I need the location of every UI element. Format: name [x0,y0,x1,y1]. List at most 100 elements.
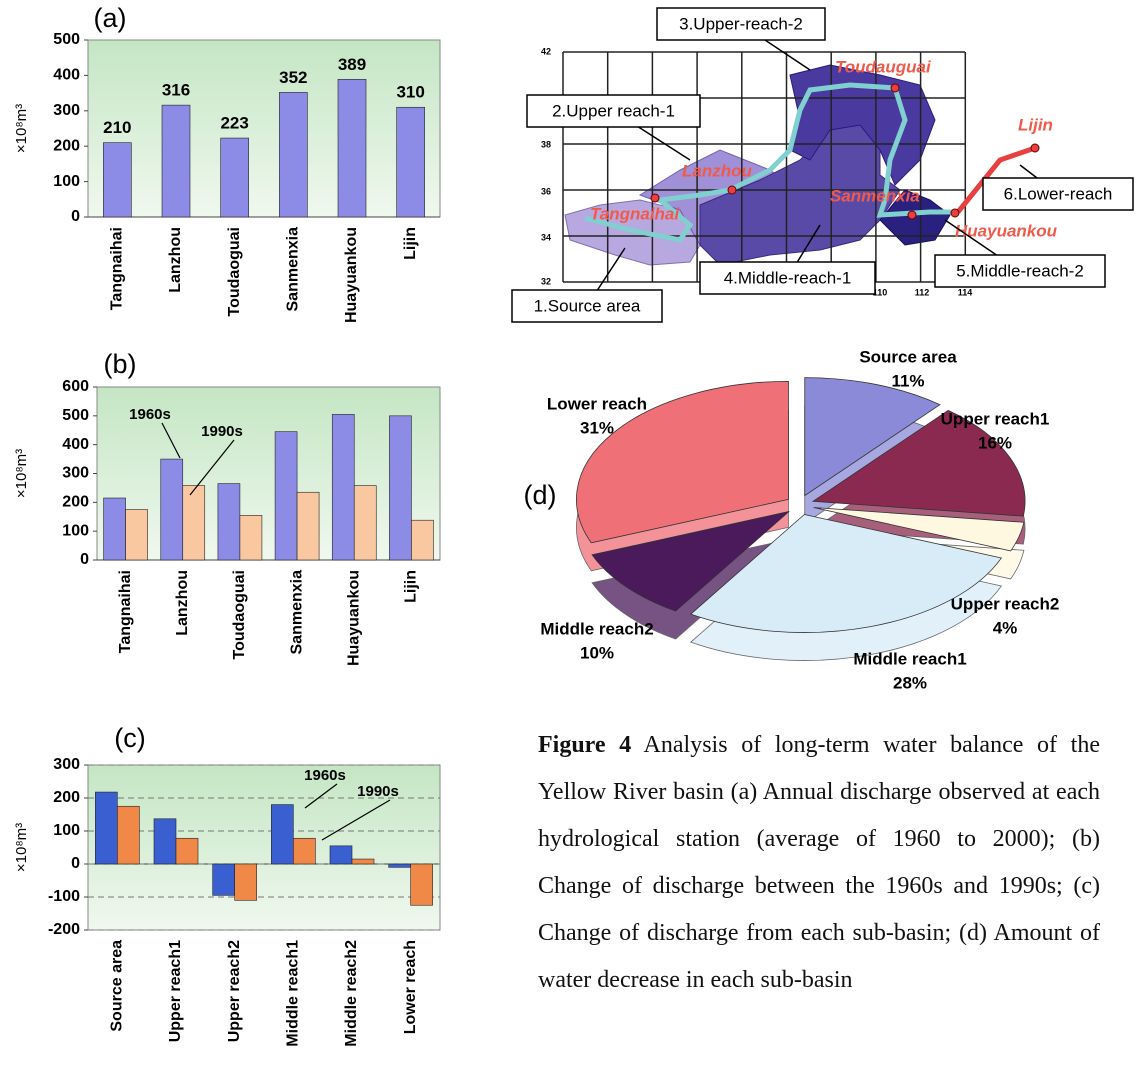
x-tick-label: Tangnaihai [117,570,134,653]
slice-value: 10% [580,643,614,662]
y-tick-label: 300 [62,465,89,482]
legend-label: 1960s [304,767,346,784]
y-tick-label: 100 [53,822,80,839]
bar [175,837,199,865]
bar [389,415,412,561]
station-label: Sanmenxia [830,186,920,205]
y-tick-label: 200 [53,137,80,154]
region-label: 2.Upper reach-1 [552,101,675,120]
x-tick-label: Lijin [402,227,419,260]
y-tick-label: 0 [71,855,80,872]
y-tick-label: 500 [53,31,80,48]
bar [125,509,148,561]
y-tick-label: -200 [48,921,80,938]
legend-leader [321,799,391,841]
x-tick-label: Upper reach1 [167,940,184,1042]
lat-label: 42 [541,46,551,56]
x-tick-label: Sanmenxia [285,227,302,312]
region-box [982,177,1134,211]
lat-label: 36 [541,186,551,196]
x-tick-label: Lanzhou [174,570,191,636]
x-tick-label: Sanmenxia [288,570,305,655]
plot-area [87,764,441,931]
x-tick-label: Tangnaihai [109,227,126,310]
plot-area [96,386,441,561]
station-label: Huayuankou [955,221,1058,240]
station-dot [727,185,737,195]
bar [274,431,298,561]
region-label: 5.Middle-reach-2 [956,261,1084,280]
legend-leader [189,439,235,496]
bar [329,845,353,865]
region-box [699,261,876,295]
x-tick-label: Upper reach2 [226,940,243,1042]
x-tick-label: Huayuankou [345,570,362,666]
panel-label: (b) [104,349,137,379]
region-box [511,289,663,323]
panel-label: (d) [524,480,557,510]
slice-value: 16% [978,433,1012,452]
bar [161,104,191,218]
legend-leader [304,783,338,809]
x-tick-label: Middle reach2 [343,940,360,1047]
pie-slice [813,507,1025,552]
caption-label: Figure 4 [538,732,632,758]
bar [153,818,177,865]
y-tick-label: -100 [48,888,80,905]
slice-value: 28% [893,673,927,692]
station-label: Lanzhou [682,161,752,180]
y-tick-label: 200 [53,789,80,806]
station-dot [907,210,917,220]
y-tick-label: 600 [62,378,89,395]
bar [117,805,140,865]
data-label: 352 [279,68,307,87]
region-box [656,7,826,41]
region-box [526,94,701,128]
lon-label: 110 [873,287,888,297]
lon-label: 114 [958,287,973,297]
station-dot [950,208,960,218]
lat-label: 32 [541,276,551,286]
bar [95,791,118,865]
region-label: 4.Middle-reach-1 [724,268,852,287]
y-axis-label: ×10⁸m³ [13,449,30,498]
slice-name: Lower reach [547,394,647,413]
pie-slice [804,377,941,497]
slice-name: Upper reach2 [951,594,1060,613]
panel-label: (a) [94,3,127,33]
bar [271,804,294,865]
legend-label: 1960s [129,406,171,423]
station-label: Lijin [1018,115,1053,134]
region-box [934,254,1106,288]
bar [331,414,355,561]
x-tick-label: Huayuankou [343,227,360,323]
bar [411,519,434,561]
bar [103,497,126,561]
data-label: 316 [162,81,190,100]
bar [337,78,367,218]
x-tick-label: Source area [109,940,126,1032]
legend-leader [161,422,181,459]
bar [410,863,433,906]
panel-label: (c) [114,723,145,753]
data-label: 223 [220,114,248,133]
bar [160,458,184,561]
y-axis-label: ×10⁸m³ [13,823,30,872]
plot-area [87,39,441,218]
slice-value: 31% [580,418,614,437]
slice-name: Middle reach2 [540,619,653,638]
y-tick-label: 300 [53,756,80,773]
lat-label: 34 [541,232,551,242]
slice-name: Upper reach1 [941,409,1050,428]
lower-river [956,145,1036,214]
bar [239,515,263,561]
x-tick-label: Toudaoguai [226,227,243,316]
y-tick-label: 400 [53,67,80,84]
x-tick-label: Toudaoguai [231,570,248,659]
river [584,82,955,243]
region-label: 1.Source area [534,296,641,315]
bar [388,863,411,868]
bar [296,491,320,561]
bar [217,483,241,561]
